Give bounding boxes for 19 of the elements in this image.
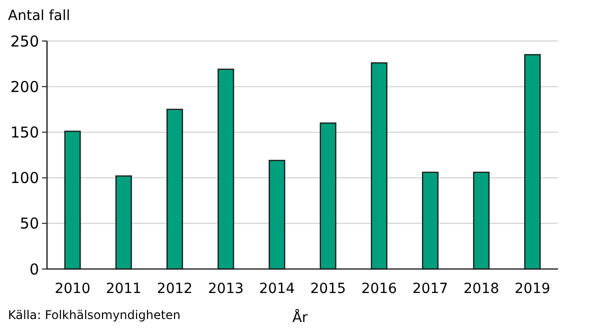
x-tick-label: 2017 <box>412 281 448 297</box>
y-tick-label: 200 <box>10 78 39 96</box>
y-tick-label: 150 <box>10 123 39 142</box>
x-tick-label: 2019 <box>514 281 550 297</box>
x-tick-label: 2012 <box>156 281 193 297</box>
x-tick-label: 2014 <box>259 281 295 297</box>
x-tick-label: 2013 <box>208 281 244 297</box>
y-tick-label: 100 <box>10 169 39 188</box>
y-axis-title: Antal fall <box>8 8 70 24</box>
x-tick-label: 2010 <box>54 281 90 297</box>
x-tick-label: 2018 <box>464 281 500 297</box>
x-tick-label: 2015 <box>310 281 346 297</box>
y-tick-label: 0 <box>29 260 39 278</box>
y-tick-label: 250 <box>10 32 39 50</box>
x-tick-label: 2011 <box>106 281 142 297</box>
x-axis-title: År <box>292 309 308 326</box>
text: Källa: Folkhälsomyndigheten <box>8 308 181 322</box>
y-tick-label: 50 <box>20 214 39 233</box>
x-tick-label: 2016 <box>361 281 398 297</box>
